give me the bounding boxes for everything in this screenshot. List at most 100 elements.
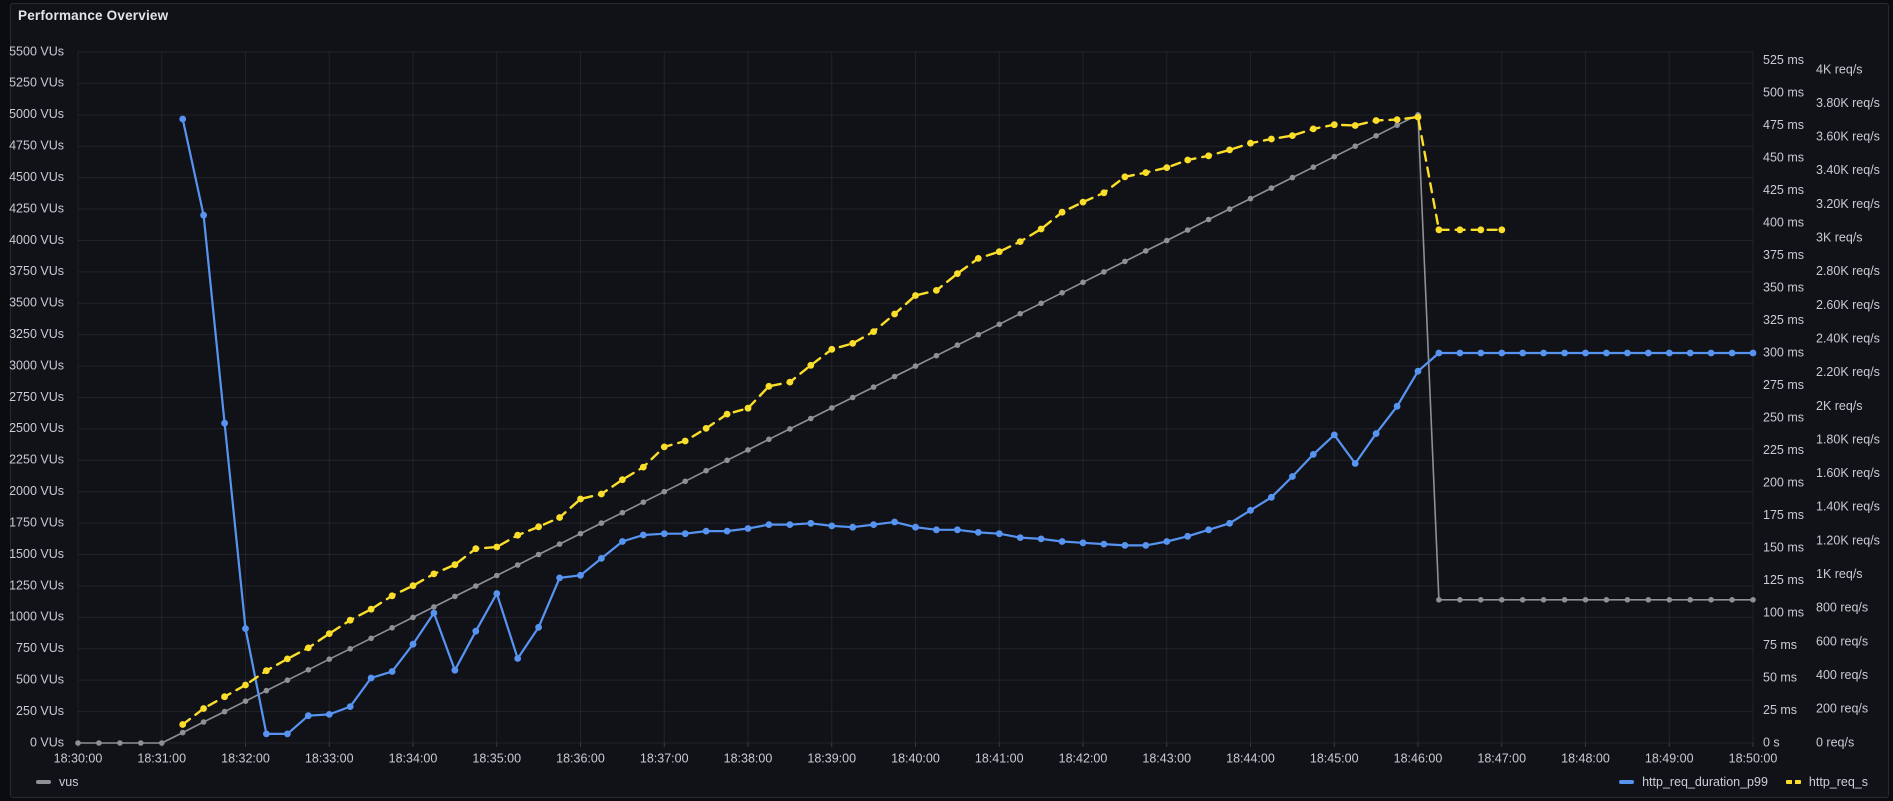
svg-text:1250 VUs: 1250 VUs — [9, 578, 64, 592]
performance-overview-panel — [10, 3, 1889, 798]
svg-text:4K req/s: 4K req/s — [1816, 62, 1863, 76]
svg-text:0 VUs: 0 VUs — [30, 735, 64, 749]
svg-text:2.60K req/s: 2.60K req/s — [1816, 298, 1880, 312]
svg-text:800 req/s: 800 req/s — [1816, 601, 1868, 615]
svg-text:425 ms: 425 ms — [1763, 183, 1804, 197]
svg-text:18:30:00: 18:30:00 — [54, 751, 103, 765]
svg-text:18:41:00: 18:41:00 — [975, 751, 1024, 765]
svg-text:5000 VUs: 5000 VUs — [9, 107, 64, 121]
svg-text:2.40K req/s: 2.40K req/s — [1816, 331, 1880, 345]
svg-text:200 req/s: 200 req/s — [1816, 702, 1868, 716]
svg-text:1K req/s: 1K req/s — [1816, 567, 1863, 581]
svg-text:2.80K req/s: 2.80K req/s — [1816, 264, 1880, 278]
svg-text:400 ms: 400 ms — [1763, 215, 1804, 229]
svg-text:4000 VUs: 4000 VUs — [9, 233, 64, 247]
svg-text:600 req/s: 600 req/s — [1816, 634, 1868, 648]
svg-text:3250 VUs: 3250 VUs — [9, 327, 64, 341]
svg-text:2000 VUs: 2000 VUs — [9, 484, 64, 498]
svg-text:475 ms: 475 ms — [1763, 118, 1804, 132]
svg-text:18:38:00: 18:38:00 — [724, 751, 773, 765]
svg-text:750 VUs: 750 VUs — [16, 641, 64, 655]
svg-text:325 ms: 325 ms — [1763, 313, 1804, 327]
svg-text:450 ms: 450 ms — [1763, 150, 1804, 164]
svg-text:18:42:00: 18:42:00 — [1059, 751, 1108, 765]
svg-text:1750 VUs: 1750 VUs — [9, 515, 64, 529]
svg-text:1.40K req/s: 1.40K req/s — [1816, 500, 1880, 514]
svg-text:3K req/s: 3K req/s — [1816, 231, 1863, 245]
svg-text:250 VUs: 250 VUs — [16, 704, 64, 718]
svg-text:18:37:00: 18:37:00 — [640, 751, 689, 765]
panel-title[interactable]: Performance Overview — [18, 8, 169, 23]
svg-text:3000 VUs: 3000 VUs — [9, 358, 64, 372]
svg-text:3.60K req/s: 3.60K req/s — [1816, 130, 1880, 144]
svg-text:1.20K req/s: 1.20K req/s — [1816, 533, 1880, 547]
svg-text:3500 VUs: 3500 VUs — [9, 296, 64, 310]
svg-text:2500 VUs: 2500 VUs — [9, 421, 64, 435]
svg-text:1500 VUs: 1500 VUs — [9, 547, 64, 561]
svg-text:50 ms: 50 ms — [1763, 670, 1797, 684]
svg-text:18:46:00: 18:46:00 — [1394, 751, 1443, 765]
svg-text:18:47:00: 18:47:00 — [1477, 751, 1526, 765]
svg-text:500 ms: 500 ms — [1763, 85, 1804, 99]
legend-label-http-req-duration-p99: http_req_duration_p99 — [1642, 774, 1768, 789]
svg-text:5500 VUs: 5500 VUs — [9, 44, 64, 58]
svg-text:18:49:00: 18:49:00 — [1645, 751, 1694, 765]
svg-text:2K req/s: 2K req/s — [1816, 399, 1863, 413]
legend-right: http_req_duration_p99 http_req_s — [1619, 771, 1868, 792]
svg-text:4250 VUs: 4250 VUs — [9, 201, 64, 215]
svg-text:100 ms: 100 ms — [1763, 605, 1804, 619]
http-req-s-series-swatch — [1785, 779, 1801, 784]
svg-text:1000 VUs: 1000 VUs — [9, 610, 64, 624]
svg-text:18:34:00: 18:34:00 — [389, 751, 438, 765]
svg-text:75 ms: 75 ms — [1763, 638, 1797, 652]
svg-text:525 ms: 525 ms — [1763, 53, 1804, 67]
legend-item-http-req-s[interactable]: http_req_s — [1785, 774, 1868, 789]
svg-text:2250 VUs: 2250 VUs — [9, 453, 64, 467]
http-req-duration-p99-series-swatch — [1619, 779, 1635, 784]
svg-text:18:48:00: 18:48:00 — [1561, 751, 1610, 765]
svg-text:1.60K req/s: 1.60K req/s — [1816, 466, 1880, 480]
legend-item-http-req-duration-p99[interactable]: http_req_duration_p99 — [1619, 775, 1768, 789]
svg-text:4500 VUs: 4500 VUs — [9, 170, 64, 184]
svg-text:0 req/s: 0 req/s — [1816, 735, 1854, 749]
svg-text:18:35:00: 18:35:00 — [472, 751, 521, 765]
svg-text:2.20K req/s: 2.20K req/s — [1816, 365, 1880, 379]
svg-text:400 req/s: 400 req/s — [1816, 668, 1868, 682]
svg-text:5250 VUs: 5250 VUs — [9, 76, 64, 90]
svg-text:18:39:00: 18:39:00 — [807, 751, 856, 765]
svg-text:18:45:00: 18:45:00 — [1310, 751, 1359, 765]
svg-text:18:31:00: 18:31:00 — [137, 751, 186, 765]
svg-text:200 ms: 200 ms — [1763, 475, 1804, 489]
svg-text:0 s: 0 s — [1763, 735, 1780, 749]
svg-text:350 ms: 350 ms — [1763, 280, 1804, 294]
svg-text:4750 VUs: 4750 VUs — [9, 139, 64, 153]
svg-text:18:43:00: 18:43:00 — [1142, 751, 1191, 765]
svg-text:2750 VUs: 2750 VUs — [9, 390, 64, 404]
svg-text:18:44:00: 18:44:00 — [1226, 751, 1275, 765]
svg-text:18:50:00: 18:50:00 — [1729, 751, 1778, 765]
vus-series-swatch — [36, 779, 51, 784]
svg-text:300 ms: 300 ms — [1763, 345, 1804, 359]
svg-text:275 ms: 275 ms — [1763, 378, 1804, 392]
legend-left: vus — [36, 771, 78, 792]
svg-text:3.40K req/s: 3.40K req/s — [1816, 163, 1880, 177]
svg-text:500 VUs: 500 VUs — [16, 672, 64, 686]
svg-text:1.80K req/s: 1.80K req/s — [1816, 432, 1880, 446]
svg-text:18:32:00: 18:32:00 — [221, 751, 270, 765]
svg-text:25 ms: 25 ms — [1763, 703, 1797, 717]
legend-label-http-req-s: http_req_s — [1808, 774, 1868, 789]
legend-label-vus: vus — [59, 774, 79, 789]
svg-text:375 ms: 375 ms — [1763, 248, 1804, 262]
svg-text:175 ms: 175 ms — [1763, 508, 1804, 522]
svg-text:3.20K req/s: 3.20K req/s — [1816, 197, 1880, 211]
svg-text:125 ms: 125 ms — [1763, 573, 1804, 587]
svg-text:3.80K req/s: 3.80K req/s — [1816, 96, 1880, 110]
svg-text:3750 VUs: 3750 VUs — [9, 264, 64, 278]
svg-text:225 ms: 225 ms — [1763, 443, 1804, 457]
svg-text:250 ms: 250 ms — [1763, 410, 1804, 424]
legend-item-vus[interactable]: vus — [36, 775, 78, 789]
svg-text:150 ms: 150 ms — [1763, 540, 1804, 554]
svg-text:18:33:00: 18:33:00 — [305, 751, 354, 765]
